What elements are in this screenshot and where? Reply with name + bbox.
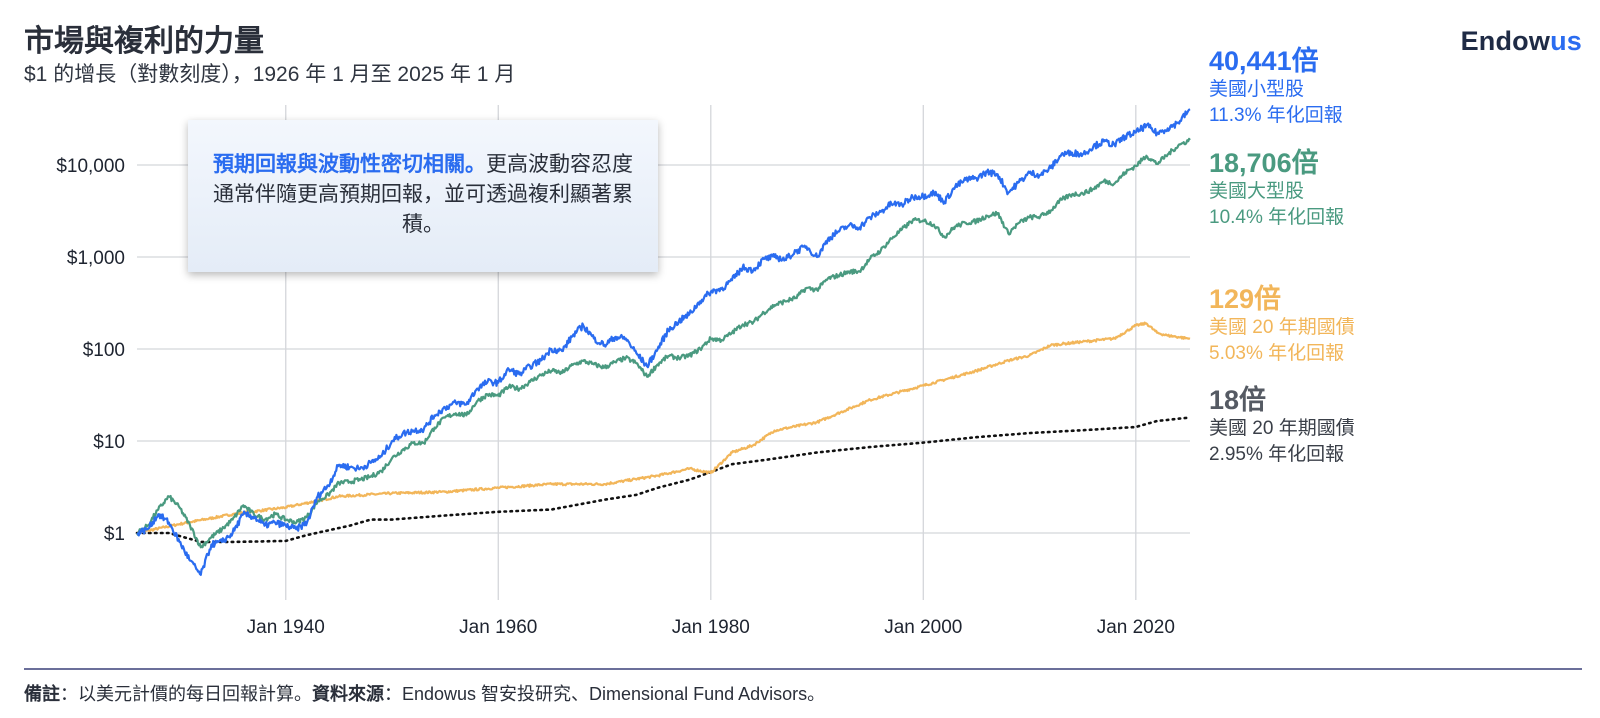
axis-tick-labels: $1 $10 $100 $1,000 $10,000 Jan 1940 Jan 1960 Ja… <box>56 156 1175 638</box>
end-label-return: 5.03% 年化回報 <box>1209 343 1345 364</box>
end-label-series-name: 美國小型股 <box>1209 79 1305 100</box>
footer-divider <box>24 668 1582 670</box>
end-label-multiple: 18,706倍 <box>1209 148 1319 178</box>
logo-part-endow: Endow <box>1460 26 1551 56</box>
end-label-multiple: 40,441倍 <box>1209 46 1319 76</box>
y-tick-label: $100 <box>83 340 125 361</box>
x-tick-label: Jan 1980 <box>672 617 750 638</box>
end-label-return: 10.4% 年化回報 <box>1209 207 1345 228</box>
x-tick-label: Jan 1960 <box>459 617 537 638</box>
end-label-lt-bonds: 129倍 美國 20 年期國債 5.03% 年化回報 <box>1209 284 1355 367</box>
end-label-multiple: 18倍 <box>1209 385 1267 415</box>
end-label-series-name: 美國大型股 <box>1209 181 1305 202</box>
endowus-logo: Endowus <box>1461 26 1582 57</box>
end-label-series-name: 美國 20 年期國債 <box>1209 418 1355 439</box>
series-line-lt-gov-bonds <box>136 321 1191 536</box>
x-tick-label: Jan 2000 <box>884 617 962 638</box>
end-label-series-name: 美國 20 年期國債 <box>1209 317 1355 338</box>
callout-box: 預期回報與波動性密切相關。更高波動容忍度通常伴隨更高預期回報，並可透過複利顯著累… <box>188 120 658 272</box>
callout-highlight: 預期回報與波動性密切相關。 <box>213 153 486 176</box>
series-line-small-cap <box>136 108 1191 576</box>
chart-subtitle: $1 的增長（對數刻度），1926 年 1 月至 2025 年 1 月 <box>24 63 516 86</box>
x-tick-label: Jan 2020 <box>1097 617 1175 638</box>
footer-source-text: ：Endowus 智安投研究、Dimensional Fund Advisors… <box>384 684 826 704</box>
series-lines <box>135 108 1192 576</box>
footer-note: 備註：以美元計價的每日回報計算。資料來源：Endowus 智安投研究、Dimen… <box>24 680 825 706</box>
y-tick-label: $10,000 <box>56 156 125 177</box>
x-tick-label: Jan 1940 <box>247 617 325 638</box>
chart-title: 市場與複利的力量 <box>24 25 264 58</box>
end-label-return: 2.95% 年化回報 <box>1209 444 1345 465</box>
y-tick-label: $1,000 <box>67 248 125 269</box>
footer-note-label: 備註 <box>24 684 60 704</box>
end-label-small-cap: 40,441倍 美國小型股 11.3% 年化回報 <box>1209 46 1343 129</box>
y-tick-label: $1 <box>104 524 125 545</box>
end-label-return: 11.3% 年化回報 <box>1209 105 1343 126</box>
end-label-inflation: 18倍 美國 20 年期國債 2.95% 年化回報 <box>1209 385 1355 468</box>
end-label-multiple: 129倍 <box>1209 284 1282 314</box>
logo-part-us: us <box>1550 26 1582 56</box>
footer-note-text: ：以美元計價的每日回報計算。 <box>60 684 312 704</box>
series-line-inflation <box>135 416 1192 544</box>
y-tick-label: $10 <box>93 432 125 453</box>
callout-text: 更高波動容忍度通常伴隨更高預期回報，並可透過複利顯著累積。 <box>213 153 633 236</box>
growth-line-chart: $1 $10 $100 $1,000 $10,000 Jan 1940 Jan 1960 Ja… <box>56 105 1192 638</box>
footer-source-label: 資料來源 <box>312 684 384 704</box>
end-label-large-cap: 18,706倍 美國大型股 10.4% 年化回報 <box>1209 148 1344 231</box>
